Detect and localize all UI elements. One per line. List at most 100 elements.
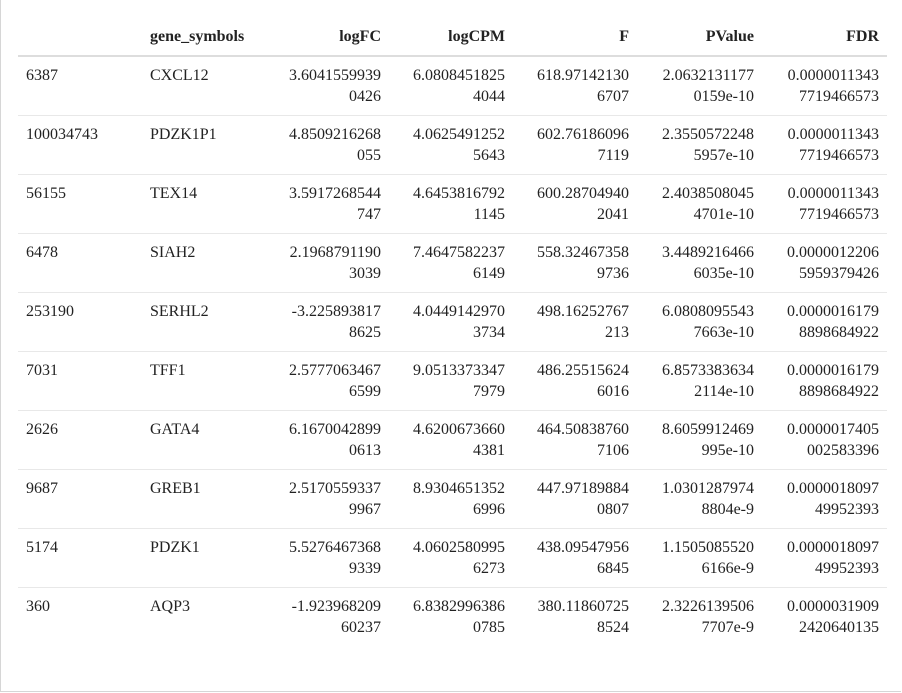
- logfc-line-2: 8625: [349, 324, 381, 341]
- table-row: 360 AQP3 -1.923968209 60237 6.8382996386…: [18, 587, 887, 646]
- f-cell: 602.76186096 7119: [513, 115, 637, 175]
- pvalue-cell: 6.0808095543 7663e-10: [637, 292, 762, 352]
- table-row: 253190 SERHL2 -3.225893817 8625 4.044914…: [18, 292, 887, 352]
- pvalue-line-1: 1.0301287974: [662, 480, 754, 497]
- logfc-cell: 3.5917268544 747: [265, 174, 389, 234]
- logfc-cell: 2.1968791190 3039: [265, 233, 389, 293]
- gene-id-cell: 6387: [18, 55, 142, 116]
- logcpm-line-2: 4381: [473, 442, 505, 459]
- logfc-cell: 5.5276467368 9339: [265, 528, 389, 588]
- pvalue-cell: 2.4038508045 4701e-10: [637, 174, 762, 234]
- logcpm-cell: 4.0602580995 6273: [389, 528, 513, 588]
- logfc-line-1: 4.8509216268: [289, 126, 381, 143]
- f-line-2: 6707: [597, 88, 629, 105]
- logfc-line-1: 2.5170559337: [289, 480, 381, 497]
- fdr-cell: 0.0000011343 7719466573: [762, 174, 887, 234]
- fdr-line-2: 8898684922: [799, 324, 879, 341]
- header-f: F: [513, 16, 637, 57]
- pvalue-line-2: 7707e-9: [701, 619, 754, 636]
- logfc-line-2: 9339: [349, 560, 381, 577]
- gene-id-cell: 253190: [18, 292, 142, 352]
- logcpm-line-2: 0785: [473, 619, 505, 636]
- logfc-line-2: 60237: [341, 619, 381, 636]
- pvalue-cell: 2.3226139506 7707e-9: [637, 587, 762, 646]
- fdr-line-1: 0.0000031909: [787, 598, 879, 615]
- pvalue-line-1: 8.6059912469: [662, 421, 754, 438]
- gene-id-cell: 2626: [18, 410, 142, 470]
- logfc-line-1: 3.6041559939: [289, 67, 381, 84]
- logfc-cell: 2.5170559337 9967: [265, 469, 389, 529]
- f-line-2: 213: [605, 324, 629, 341]
- logfc-line-1: 5.5276467368: [289, 539, 381, 556]
- fdr-cell: 0.0000016179 8898684922: [762, 292, 887, 352]
- pvalue-line-2: 6035e-10: [693, 265, 754, 282]
- f-line-2: 6845: [597, 560, 629, 577]
- f-line-1: 464.50838760: [537, 421, 629, 438]
- f-line-1: 447.97189884: [537, 480, 629, 497]
- pvalue-line-1: 3.4489216466: [662, 244, 754, 261]
- pvalue-line-1: 1.1505085520: [662, 539, 754, 556]
- fdr-line-2: 49952393: [815, 560, 879, 577]
- f-line-1: 498.16252767: [537, 303, 629, 320]
- fdr-line-2: 7719466573: [799, 206, 879, 223]
- logcpm-cell: 7.4647582237 6149: [389, 233, 513, 293]
- logcpm-cell: 6.0808451825 4044: [389, 55, 513, 116]
- logfc-line-2: 055: [357, 147, 381, 164]
- logcpm-line-2: 3734: [473, 324, 505, 341]
- fdr-line-1: 0.0000016179: [787, 303, 879, 320]
- logcpm-line-1: 4.0625491252: [413, 126, 505, 143]
- logcpm-line-2: 6273: [473, 560, 505, 577]
- logfc-cell: -1.923968209 60237: [265, 587, 389, 646]
- logcpm-line-1: 4.6453816792: [413, 185, 505, 202]
- fdr-cell: 0.0000012206 5959379426: [762, 233, 887, 293]
- pvalue-line-2: 0159e-10: [693, 88, 754, 105]
- logcpm-line-1: 6.0808451825: [413, 67, 505, 84]
- logcpm-line-2: 4044: [473, 88, 505, 105]
- pvalue-line-1: 6.0808095543: [662, 303, 754, 320]
- pvalue-line-2: 7663e-10: [693, 324, 754, 341]
- fdr-cell: 0.0000031909 2420640135: [762, 587, 887, 646]
- f-line-1: 600.28704940: [537, 185, 629, 202]
- gene-symbol-cell: PDZK1: [142, 528, 265, 588]
- logcpm-line-2: 5643: [473, 147, 505, 164]
- logfc-line-1: 2.1968791190: [289, 244, 381, 261]
- pvalue-line-2: 4701e-10: [693, 206, 754, 223]
- logcpm-cell: 4.6200673660 4381: [389, 410, 513, 470]
- f-cell: 438.09547956 6845: [513, 528, 637, 588]
- pvalue-cell: 3.4489216466 6035e-10: [637, 233, 762, 293]
- pvalue-cell: 6.8573383634 2114e-10: [637, 351, 762, 411]
- logcpm-cell: 8.9304651352 6996: [389, 469, 513, 529]
- logfc-line-2: 9967: [349, 501, 381, 518]
- logfc-line-1: 6.1670042899: [289, 421, 381, 438]
- gene-symbol-cell: SERHL2: [142, 292, 265, 352]
- fdr-line-2: 49952393: [815, 501, 879, 518]
- logcpm-line-1: 6.8382996386: [413, 598, 505, 615]
- fdr-cell: 0.0000011343 7719466573: [762, 115, 887, 175]
- logfc-line-1: 2.5777063467: [289, 362, 381, 379]
- logfc-line-2: 747: [357, 206, 381, 223]
- logcpm-line-2: 1145: [473, 206, 505, 223]
- gene-symbol-cell: TFF1: [142, 351, 265, 411]
- gene-symbol-cell: TEX14: [142, 174, 265, 234]
- f-line-2: 6016: [597, 383, 629, 400]
- logcpm-line-1: 4.6200673660: [413, 421, 505, 438]
- pvalue-line-1: 2.0632131177: [662, 67, 754, 84]
- header-logfc: logFC: [265, 16, 389, 57]
- table-row: 2626 GATA4 6.1670042899 0613 4.620067366…: [18, 410, 887, 470]
- fdr-line-2: 002583396: [807, 442, 879, 459]
- gene-id-cell: 360: [18, 587, 142, 646]
- table-row: 5174 PDZK1 5.5276467368 9339 4.060258099…: [18, 528, 887, 588]
- header-row: gene_symbols logFC logCPM F PValue FDR: [18, 16, 887, 57]
- f-cell: 380.11860725 8524: [513, 587, 637, 646]
- pvalue-line-2: 6166e-9: [701, 560, 754, 577]
- fdr-cell: 0.0000018097 49952393: [762, 528, 887, 588]
- fdr-cell: 0.0000018097 49952393: [762, 469, 887, 529]
- table-row: 100034743 PDZK1P1 4.8509216268 055 4.062…: [18, 115, 887, 175]
- gene-symbol-cell: AQP3: [142, 587, 265, 646]
- logcpm-line-1: 4.0449142970: [413, 303, 505, 320]
- f-line-2: 2041: [597, 206, 629, 223]
- f-line-2: 8524: [597, 619, 629, 636]
- f-line-2: 9736: [597, 265, 629, 282]
- fdr-cell: 0.0000017405 002583396: [762, 410, 887, 470]
- fdr-line-1: 0.0000011343: [787, 67, 879, 84]
